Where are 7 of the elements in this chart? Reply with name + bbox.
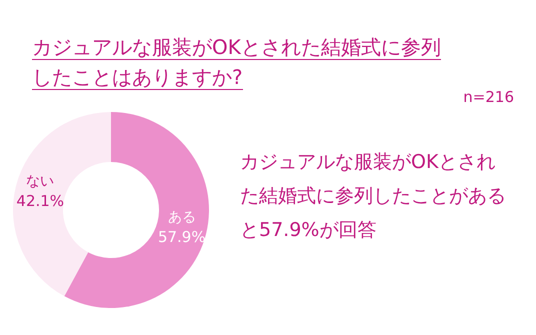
- data-label: 42.1%: [16, 192, 64, 210]
- chart-title: カジュアルな服装がOKとされた結婚式に参列したことはありますか?: [32, 35, 441, 90]
- slice-label: ある: [168, 210, 196, 226]
- data-label: 57.9%: [158, 228, 206, 246]
- slice-label: ない: [26, 174, 54, 190]
- text: カジュアルな服装がOKとされた結婚式に参列したことがあると57.9%が回答: [240, 150, 507, 243]
- text: n=216: [463, 88, 514, 106]
